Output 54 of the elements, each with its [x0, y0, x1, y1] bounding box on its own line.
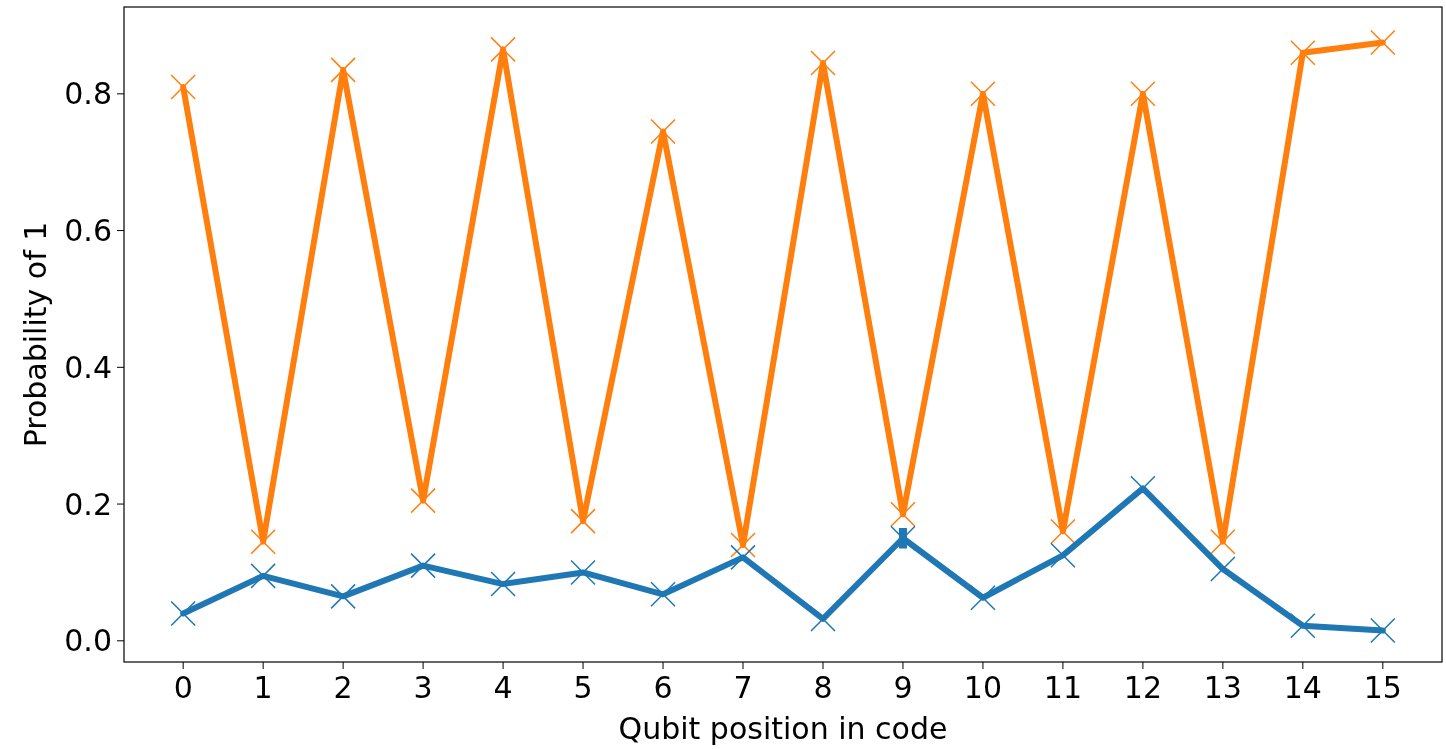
- x-tick-label: 8: [813, 670, 833, 705]
- x-tick-label: 5: [573, 670, 593, 705]
- y-axis-title: Probability of 1: [18, 221, 53, 448]
- x-tick-label: 13: [1203, 670, 1242, 705]
- point: [810, 50, 836, 76]
- x-tick-label: 2: [333, 670, 353, 705]
- point: [1290, 613, 1316, 639]
- point: [250, 563, 276, 589]
- point: [1050, 518, 1076, 545]
- x-tick-label: 7: [733, 670, 753, 705]
- x-tick-label: 14: [1283, 670, 1322, 705]
- point: [730, 544, 756, 571]
- point: [970, 81, 996, 107]
- x-tick-label: 15: [1363, 670, 1402, 705]
- point: [970, 584, 996, 611]
- point: [490, 571, 516, 597]
- point: [890, 525, 916, 551]
- point: [170, 600, 196, 627]
- point: [1050, 542, 1076, 569]
- point: [890, 501, 916, 528]
- point: [570, 559, 596, 586]
- point: [650, 581, 676, 608]
- y-tick-label: 0.2: [64, 486, 112, 522]
- point: [1370, 29, 1396, 56]
- point: [330, 57, 356, 83]
- point: [330, 583, 356, 610]
- y-tick-label: 0.8: [64, 76, 112, 112]
- point: [250, 528, 276, 555]
- point: [570, 508, 596, 534]
- x-tick-label: 11: [1043, 670, 1083, 705]
- point: [1130, 81, 1156, 107]
- y-tick-label: 0.0: [64, 623, 112, 659]
- point: [810, 606, 836, 632]
- point: [410, 552, 436, 579]
- point: [650, 118, 676, 145]
- point: [1210, 556, 1236, 582]
- point: [170, 74, 196, 100]
- x-tick-label: 10: [963, 670, 1003, 705]
- y-tick-label: 0.4: [64, 349, 112, 385]
- x-tick-label: 0: [173, 670, 193, 705]
- x-tick-label: 4: [493, 670, 513, 705]
- point: [1290, 40, 1316, 66]
- x-axis-title: Qubit position in code: [618, 711, 948, 746]
- x-tick-label: 9: [893, 670, 913, 705]
- point: [410, 487, 436, 514]
- point: [1370, 617, 1396, 644]
- point: [490, 36, 516, 63]
- x-tick-label: 6: [653, 670, 673, 705]
- point: [1210, 528, 1236, 555]
- x-tick-label: 3: [413, 670, 433, 705]
- x-tick-label: 12: [1123, 670, 1162, 705]
- y-tick-label: 0.6: [64, 213, 112, 249]
- point: [730, 532, 756, 558]
- x-tick-label: 1: [253, 670, 273, 705]
